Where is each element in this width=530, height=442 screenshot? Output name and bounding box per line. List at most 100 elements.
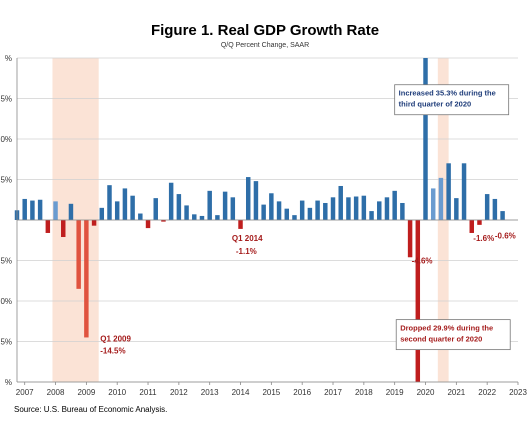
- x-tick-label: 2009: [77, 388, 95, 397]
- y-tick-label: 5%: [0, 338, 12, 347]
- bar-47: [377, 201, 382, 220]
- bar-58: [461, 163, 467, 220]
- callout-box-0: [394, 84, 510, 116]
- annotation-0: Q1 2009: [100, 335, 131, 344]
- bar-12: [107, 185, 112, 220]
- bar-18: [153, 198, 158, 220]
- annotation-3: -1.1%: [236, 247, 257, 256]
- bar-10: [91, 220, 97, 226]
- bar-33: [269, 193, 274, 220]
- x-tick-label: 2022: [478, 388, 496, 397]
- annotation-2: Q1 2014: [232, 234, 263, 243]
- bar-51: [407, 220, 413, 258]
- bar-1: [22, 198, 27, 220]
- x-tick-label: 2008: [47, 388, 65, 397]
- callout-text-0-0: Increased 35.3% during the: [399, 89, 496, 98]
- bar-13: [114, 201, 120, 220]
- bar-29: [238, 220, 243, 229]
- x-tick-label: 2011: [139, 388, 157, 397]
- chart-subtitle: Q/Q Percent Change, SAAR: [220, 42, 310, 49]
- callout-text-0-1: third quarter of 2020: [399, 100, 472, 109]
- bar-39: [315, 200, 320, 220]
- callout-text-1-1: second quarter of 2020: [400, 335, 482, 344]
- y-tick-label: 5%: [0, 95, 12, 104]
- x-tick-label: 2020: [417, 388, 435, 397]
- chart-title: Figure 1. Real GDP Growth Rate: [150, 22, 380, 39]
- y-tick-label: 0%: [0, 297, 12, 306]
- x-tick-label: 2018: [355, 388, 373, 397]
- x-tick-label: 2012: [170, 388, 188, 397]
- bar-57: [454, 198, 459, 220]
- bar-59: [469, 220, 474, 233]
- bar-4: [45, 220, 51, 233]
- bar-60: [477, 220, 482, 225]
- y-tick-label: 5%: [0, 257, 12, 266]
- bar-27: [222, 191, 228, 220]
- bar-25: [207, 190, 212, 220]
- bar-16: [138, 213, 143, 220]
- x-tick-label: 2023: [509, 388, 527, 397]
- bar-38: [307, 207, 313, 220]
- bar-49: [392, 190, 397, 220]
- x-tick-label: 2016: [293, 388, 311, 397]
- bar-50: [400, 202, 405, 220]
- annotation-1: -14.5%: [100, 347, 125, 356]
- bar-23: [192, 214, 197, 220]
- bar-42: [338, 185, 343, 220]
- bar-17: [145, 220, 151, 229]
- bar-22: [184, 205, 189, 220]
- bar-28: [230, 197, 236, 220]
- bar-53: [423, 58, 428, 220]
- bar-43: [346, 197, 351, 220]
- bar-62: [492, 198, 498, 220]
- bar-54: [430, 188, 436, 220]
- source-note: Source: U.S. Bureau of Economic Analysis…: [14, 405, 168, 414]
- bar-44: [353, 196, 359, 220]
- bar-41: [330, 197, 336, 220]
- callout-box-1: [395, 319, 511, 351]
- x-tick-label: 2007: [16, 388, 34, 397]
- x-tick-label: 2013: [201, 388, 219, 397]
- bar-9: [84, 220, 89, 338]
- bar-32: [261, 204, 266, 220]
- bar-6: [61, 220, 66, 238]
- bar-45: [361, 195, 367, 220]
- bar-24: [199, 215, 205, 220]
- callout-text-1-0: Dropped 29.9% during the: [400, 324, 493, 333]
- x-tick-label: 2021: [447, 388, 465, 397]
- bar-40: [323, 202, 328, 220]
- bar-31: [253, 181, 259, 220]
- y-tick-label: 0%: [0, 135, 12, 144]
- y-tick-label: %: [5, 378, 12, 387]
- bar-35: [284, 208, 290, 220]
- annotation-4: -4.6%: [412, 257, 433, 266]
- annotation-5: -1.6%: [473, 234, 494, 243]
- annotation-6: -0.6%: [495, 232, 516, 241]
- bar-37: [299, 200, 305, 220]
- bar-7: [68, 203, 74, 220]
- bar-36: [292, 215, 297, 220]
- bar-26: [215, 215, 220, 220]
- bar-61: [484, 194, 490, 220]
- bar-55: [438, 177, 444, 220]
- bar-19: [161, 220, 166, 222]
- bar-15: [130, 195, 135, 220]
- bar-20: [168, 182, 174, 220]
- y-tick-label: %: [5, 54, 12, 63]
- x-tick-label: 2017: [324, 388, 342, 397]
- bar-63: [500, 211, 505, 220]
- bar-52: [415, 220, 421, 382]
- x-tick-label: 2015: [262, 388, 280, 397]
- bar-34: [276, 201, 282, 220]
- bar-21: [176, 194, 182, 220]
- bar-30: [245, 177, 251, 220]
- bar-8: [76, 220, 81, 289]
- bar-56: [446, 163, 451, 220]
- y-tick-label: 5%: [0, 176, 12, 185]
- bar-5: [53, 201, 58, 220]
- bar-2: [30, 200, 35, 220]
- bar-46: [369, 211, 374, 220]
- bar-11: [99, 207, 105, 220]
- bar-14: [122, 188, 128, 220]
